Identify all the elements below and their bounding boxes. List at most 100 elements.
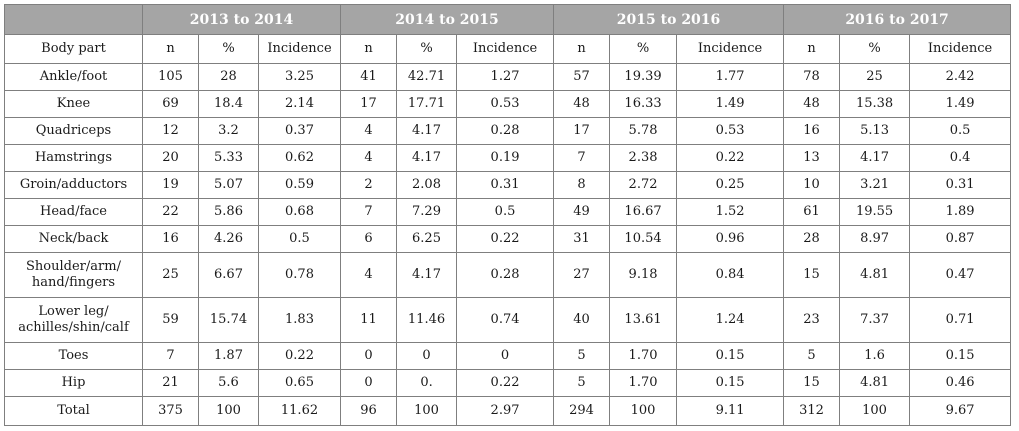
incidence-cell: 9.11 bbox=[676, 396, 785, 426]
percent-cell: 28 bbox=[198, 63, 259, 91]
n-cell: 5 bbox=[553, 342, 611, 370]
n-cell: 96 bbox=[340, 396, 398, 426]
percent-cell: 100 bbox=[839, 396, 911, 426]
n-cell: 10 bbox=[783, 171, 841, 199]
n-cell: 27 bbox=[553, 252, 611, 298]
percent-cell: 2.72 bbox=[609, 171, 678, 199]
percent-cell: 16.33 bbox=[609, 90, 678, 118]
percent-cell: 7.37 bbox=[839, 297, 911, 343]
percent-cell: 5.78 bbox=[609, 117, 678, 145]
body-part-cell: Head/face bbox=[4, 198, 143, 226]
percent-cell: 2.08 bbox=[396, 171, 458, 199]
body-part-cell: Hamstrings bbox=[4, 144, 143, 172]
percent-cell: 4.17 bbox=[396, 117, 458, 145]
incidence-cell: 0.22 bbox=[456, 225, 555, 253]
n-cell: 28 bbox=[783, 225, 841, 253]
incidence-header: Incidence bbox=[456, 34, 555, 64]
n-cell: 11 bbox=[340, 297, 398, 343]
percent-cell: 5.33 bbox=[198, 144, 259, 172]
percent-cell: 6.25 bbox=[396, 225, 458, 253]
incidence-cell: 0.96 bbox=[676, 225, 785, 253]
incidence-cell: 0 bbox=[456, 342, 555, 370]
percent-cell: 13.61 bbox=[609, 297, 678, 343]
n-cell: 49 bbox=[553, 198, 611, 226]
percent-cell: 4.17 bbox=[839, 144, 911, 172]
percent-cell: 19.55 bbox=[839, 198, 911, 226]
incidence-cell: 0.68 bbox=[257, 198, 342, 226]
n-cell: 4 bbox=[340, 144, 398, 172]
percent-cell: 18.4 bbox=[198, 90, 259, 118]
n-cell: 57 bbox=[553, 63, 611, 91]
n-cell: 19 bbox=[142, 171, 199, 199]
percent-cell: 4.81 bbox=[839, 369, 911, 397]
incidence-cell: 0.22 bbox=[676, 144, 785, 172]
period-header-row: 2013 to 2014 2014 to 2015 2015 to 2016 2… bbox=[4, 4, 1012, 35]
percent-cell: 5.6 bbox=[198, 369, 259, 397]
n-cell: 375 bbox=[142, 396, 199, 426]
incidence-cell: 1.89 bbox=[909, 198, 1012, 226]
percent-cell: 4.17 bbox=[396, 144, 458, 172]
table-row: Lower leg/ achilles/shin/calf 59 15.74 1.83… bbox=[4, 297, 1012, 343]
n-cell: 312 bbox=[783, 396, 841, 426]
incidence-cell: 0.22 bbox=[257, 342, 342, 370]
incidence-header: Incidence bbox=[676, 34, 785, 64]
incidence-cell: 0.28 bbox=[456, 252, 555, 298]
total-row: Total 375 100 11.62 96 100 2.97 294 100 9.11 312 10… bbox=[4, 396, 1012, 426]
n-cell: 0 bbox=[340, 369, 398, 397]
body-part-header: Body part bbox=[4, 34, 143, 64]
n-cell: 78 bbox=[783, 63, 841, 91]
incidence-cell: 1.77 bbox=[676, 63, 785, 91]
table-row: Quadriceps 12 3.2 0.37 4 4.17 0.28 17 5.78 0.53 16… bbox=[4, 117, 1012, 145]
n-cell: 4 bbox=[340, 117, 398, 145]
body-part-cell: Toes bbox=[4, 342, 143, 370]
incidence-cell: 0.59 bbox=[257, 171, 342, 199]
body-part-cell: Neck/back bbox=[4, 225, 143, 253]
table-body: Ankle/foot 105 28 3.25 41 42.71 1.27 57 19.39 1.7… bbox=[4, 63, 1012, 426]
incidence-cell: 0.15 bbox=[909, 342, 1012, 370]
percent-cell: 5.86 bbox=[198, 198, 259, 226]
body-part-cell: Total bbox=[4, 396, 143, 426]
incidence-header: Incidence bbox=[909, 34, 1012, 64]
incidence-header: Incidence bbox=[257, 34, 342, 64]
percent-cell: 17.71 bbox=[396, 90, 458, 118]
table-row: Knee 69 18.4 2.14 17 17.71 0.53 48 16.33 1.49 48 15… bbox=[4, 90, 1012, 118]
corner-header bbox=[4, 4, 143, 35]
period-header-2015-2016: 2015 to 2016 bbox=[553, 4, 785, 35]
n-cell: 7 bbox=[340, 198, 398, 226]
percent-header: % bbox=[609, 34, 678, 64]
n-cell: 23 bbox=[783, 297, 841, 343]
incidence-cell: 0.37 bbox=[257, 117, 342, 145]
incidence-cell: 2.42 bbox=[909, 63, 1012, 91]
incidence-cell: 0.25 bbox=[676, 171, 785, 199]
incidence-cell: 1.52 bbox=[676, 198, 785, 226]
incidence-cell: 0.71 bbox=[909, 297, 1012, 343]
percent-cell: 6.67 bbox=[198, 252, 259, 298]
n-cell: 294 bbox=[553, 396, 611, 426]
body-part-cell: Hip bbox=[4, 369, 143, 397]
n-cell: 0 bbox=[340, 342, 398, 370]
percent-cell: 0. bbox=[396, 369, 458, 397]
n-cell: 2 bbox=[340, 171, 398, 199]
n-header: n bbox=[340, 34, 398, 64]
incidence-cell: 0.5 bbox=[909, 117, 1012, 145]
percent-cell: 15.38 bbox=[839, 90, 911, 118]
incidence-cell: 0.31 bbox=[456, 171, 555, 199]
incidence-cell: 0.78 bbox=[257, 252, 342, 298]
percent-cell: 8.97 bbox=[839, 225, 911, 253]
percent-cell: 4.17 bbox=[396, 252, 458, 298]
n-cell: 40 bbox=[553, 297, 611, 343]
n-cell: 69 bbox=[142, 90, 199, 118]
period-header-2016-2017: 2016 to 2017 bbox=[783, 4, 1012, 35]
percent-cell: 9.18 bbox=[609, 252, 678, 298]
percent-cell: 100 bbox=[609, 396, 678, 426]
body-part-cell: Shoulder/arm/ hand/fingers bbox=[4, 252, 143, 298]
n-cell: 8 bbox=[553, 171, 611, 199]
n-header: n bbox=[783, 34, 841, 64]
n-cell: 105 bbox=[142, 63, 199, 91]
table-row: Neck/back 16 4.26 0.5 6 6.25 0.22 31 10.54 0.96 28… bbox=[4, 225, 1012, 253]
percent-cell: 19.39 bbox=[609, 63, 678, 91]
period-header-2014-2015: 2014 to 2015 bbox=[340, 4, 555, 35]
incidence-cell: 1.24 bbox=[676, 297, 785, 343]
n-cell: 4 bbox=[340, 252, 398, 298]
n-cell: 22 bbox=[142, 198, 199, 226]
